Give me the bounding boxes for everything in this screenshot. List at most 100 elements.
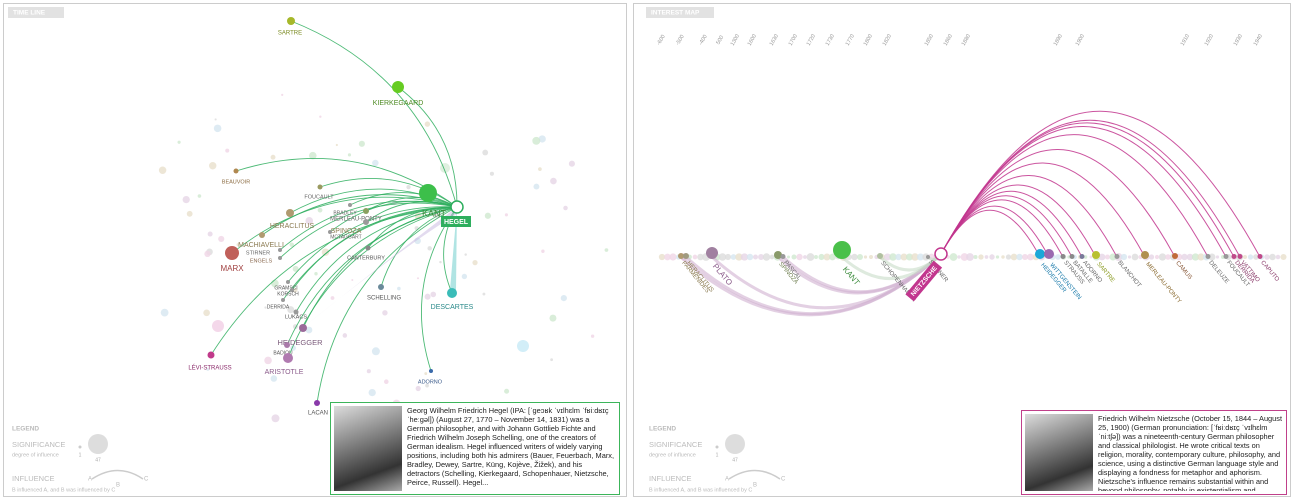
- philosopher-node: [706, 247, 718, 259]
- philosopher-label[interactable]: LACAN: [308, 411, 328, 417]
- background-node: [787, 255, 790, 258]
- background-node: [1248, 254, 1253, 259]
- influence-band: [300, 207, 457, 330]
- philosopher-label[interactable]: BEAUVOIR: [222, 179, 250, 185]
- philosopher-node: [378, 284, 384, 290]
- philosopher-label[interactable]: ARISTOTLE: [265, 369, 304, 376]
- background-node: [427, 246, 431, 250]
- philosopher-node: [926, 255, 930, 259]
- philosopher-label[interactable]: LÉVI-STRAUSS: [188, 365, 231, 372]
- philosopher-node: [1035, 249, 1045, 259]
- influence-arc: [941, 210, 1040, 257]
- philosopher-label[interactable]: ADORNO: [418, 379, 443, 385]
- philosopher-label[interactable]: CAPUTO: [1259, 260, 1280, 283]
- philosopher-label[interactable]: MERLEAU-PONTY: [330, 217, 382, 223]
- philosopher-node: [447, 288, 457, 298]
- legend-arc: [729, 471, 780, 480]
- background-node: [183, 196, 190, 203]
- philosopher-node: [1044, 249, 1054, 259]
- background-node: [807, 253, 815, 261]
- background-node: [978, 254, 983, 259]
- philosopher-node: [287, 17, 295, 25]
- legend-text: LEGEND: [649, 426, 676, 433]
- panel-title[interactable]: INTEREST MAP: [651, 10, 700, 17]
- background-node: [464, 253, 466, 255]
- legend-text: SIGNIFICANCE: [12, 440, 65, 449]
- philosopher-label[interactable]: FOUCAULT: [304, 194, 334, 200]
- background-node: [424, 372, 427, 375]
- background-node: [382, 310, 387, 315]
- background-node: [950, 253, 958, 261]
- philosopher-node: [1206, 254, 1211, 259]
- philosopher-label[interactable]: MARX: [220, 264, 244, 273]
- philosopher-label[interactable]: STIRNER: [246, 250, 270, 256]
- background-node: [747, 254, 753, 260]
- legend-text: A: [725, 477, 729, 483]
- philosopher-node: [1172, 253, 1178, 259]
- background-node: [1089, 255, 1092, 258]
- panel-title[interactable]: TIME LINE: [13, 10, 46, 17]
- background-node: [538, 167, 542, 171]
- background-node: [212, 320, 224, 332]
- philosopher-node: [234, 169, 239, 174]
- philosopher-node: [281, 298, 285, 302]
- philosopher-label[interactable]: SARTRE: [278, 31, 302, 37]
- background-node: [857, 254, 863, 260]
- background-node: [605, 248, 609, 252]
- philosopher-node: [363, 219, 369, 225]
- year-label: 1930: [1233, 33, 1244, 47]
- philosopher-node: [363, 208, 369, 214]
- philosopher-label[interactable]: SCHELLING: [367, 296, 401, 302]
- philosopher-label[interactable]: LUKÁCS: [285, 313, 307, 320]
- background-node: [1128, 255, 1131, 258]
- philosopher-label[interactable]: MACHIAVELLI: [238, 242, 284, 249]
- philosopher-node: [1115, 254, 1120, 259]
- background-node: [384, 379, 389, 384]
- background-node: [1121, 254, 1127, 260]
- year-label: 1880: [961, 33, 972, 47]
- philosopher-label[interactable]: KIERKEGAARD: [373, 100, 424, 107]
- philosopher-node: [278, 256, 282, 260]
- philosopher-label[interactable]: CAMUS: [1174, 260, 1193, 280]
- background-node: [439, 261, 441, 263]
- background-node: [763, 253, 770, 260]
- philosopher-label[interactable]: MERLEAU-PONTY: [1144, 261, 1182, 304]
- background-node: [343, 333, 348, 338]
- background-node: [372, 347, 380, 355]
- year-label: 1600: [747, 33, 758, 47]
- background-node: [957, 255, 960, 258]
- philosopher-label[interactable]: BRADLEY: [333, 210, 357, 216]
- background-node: [989, 254, 994, 259]
- background-node: [472, 260, 477, 265]
- year-label: 1730: [825, 33, 836, 47]
- background-node: [541, 250, 544, 253]
- background-node: [430, 292, 436, 298]
- background-node: [215, 118, 217, 120]
- philosopher-label[interactable]: DESCARTES: [431, 304, 474, 311]
- background-node: [490, 172, 494, 176]
- year-label: 1700: [788, 33, 799, 47]
- philosopher-label[interactable]: ENGELS: [250, 258, 273, 264]
- background-node: [482, 293, 485, 296]
- philosopher-label[interactable]: HERACLITUS: [270, 223, 315, 230]
- philosopher-node: [366, 246, 371, 251]
- background-node: [505, 213, 508, 216]
- philosopher-label[interactable]: MCTAGGART: [330, 234, 361, 240]
- year-label: 1900: [1075, 33, 1086, 47]
- legend-text: A: [88, 477, 92, 483]
- philosopher-node: [774, 251, 782, 259]
- background-node: [569, 161, 575, 167]
- background-node: [504, 389, 509, 394]
- background-node: [319, 116, 321, 118]
- philosopher-label[interactable]: BLANCHOT: [1116, 260, 1142, 289]
- background-node: [462, 274, 467, 279]
- background-node: [770, 255, 775, 260]
- background-node: [1243, 255, 1247, 259]
- background-node: [372, 160, 379, 167]
- philosopher-label[interactable]: CANTERBURY: [347, 255, 385, 261]
- philosopher-label[interactable]: KORSCH: [277, 291, 299, 297]
- background-node: [367, 369, 371, 373]
- philosopher-label[interactable]: DERRIDA: [267, 304, 290, 310]
- year-label: 500: [715, 35, 725, 46]
- legend-text: SIGNIFICANCE: [649, 440, 702, 449]
